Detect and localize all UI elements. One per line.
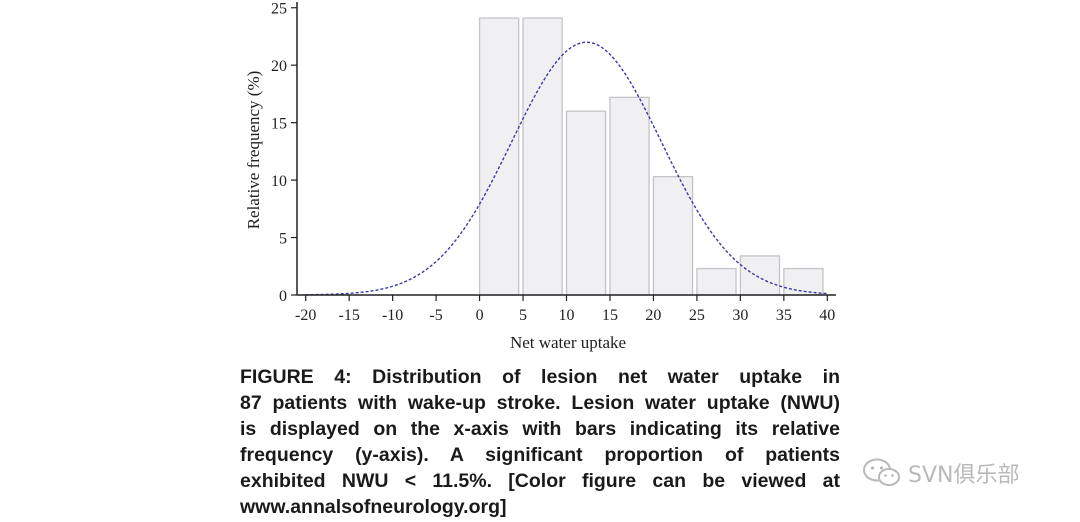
histogram-bar xyxy=(696,267,737,296)
normal-fit-curve xyxy=(305,41,828,296)
caption-line: is displayed on the x-axis with bars ind… xyxy=(240,418,840,440)
figure-caption: FIGURE 4: Distribution of lesion net wat… xyxy=(240,364,840,520)
histogram-bar xyxy=(478,17,520,296)
caption-line: exhibited NWU < 11.5%. [Color figure can… xyxy=(240,470,840,492)
x-tick-label: 10 xyxy=(559,307,575,324)
x-tick-label: 0 xyxy=(476,307,484,324)
x-ticks-group: -20 -15 -10 -5 0 5 10 15 20 25 30 35 40 xyxy=(295,295,835,324)
caption-line: FIGURE 4: Distribution of lesion net wat… xyxy=(240,366,840,388)
x-axis-title: Net water uptake xyxy=(510,333,626,352)
histogram-bar xyxy=(609,96,650,296)
y-axis-title: Relative frequency (%) xyxy=(244,71,263,230)
histogram-chart: -20 -15 -10 -5 0 5 10 15 20 25 30 35 40 0 5 10 15 20 25 N… xyxy=(244,1,836,352)
watermark-text: SVN俱乐部 xyxy=(908,463,1020,488)
curve-layer xyxy=(305,41,828,296)
watermark: SVN俱乐部 xyxy=(862,455,1019,491)
y-ticks-group: 0 5 10 15 20 25 xyxy=(271,1,297,305)
y-tick-label: 0 xyxy=(279,288,287,305)
x-tick-label: 35 xyxy=(776,307,792,324)
histogram-bar xyxy=(739,255,781,296)
histogram-bar xyxy=(565,110,607,296)
x-tick-label: 5 xyxy=(519,307,527,324)
bars-group xyxy=(478,17,824,296)
y-tick-label: 15 xyxy=(271,116,287,133)
x-tick-label: -10 xyxy=(382,307,403,324)
x-tick-label: 30 xyxy=(732,307,748,324)
y-tick-label: 5 xyxy=(279,231,287,248)
caption-line: 87 patients with wake-up stroke. Lesion … xyxy=(240,392,840,414)
y-tick-label: 20 xyxy=(271,58,287,75)
x-tick-label: 40 xyxy=(819,307,835,324)
y-tick-label: 25 xyxy=(271,1,287,18)
x-tick-label: 20 xyxy=(645,307,661,324)
x-tick-label: 25 xyxy=(689,307,705,324)
x-tick-label: -20 xyxy=(295,307,316,324)
histogram-bar xyxy=(783,267,824,296)
caption-line: frequency (y-axis). A significant propor… xyxy=(240,444,840,466)
histogram-bar xyxy=(652,176,694,296)
x-tick-label: -15 xyxy=(338,307,359,324)
y-tick-label: 10 xyxy=(271,173,287,190)
x-tick-label: 15 xyxy=(602,307,618,324)
caption-line: www.annalsofneurology.org] xyxy=(240,496,507,518)
histogram-bar xyxy=(522,17,563,296)
wechat-icon xyxy=(863,458,900,486)
x-tick-label: -5 xyxy=(429,307,442,324)
